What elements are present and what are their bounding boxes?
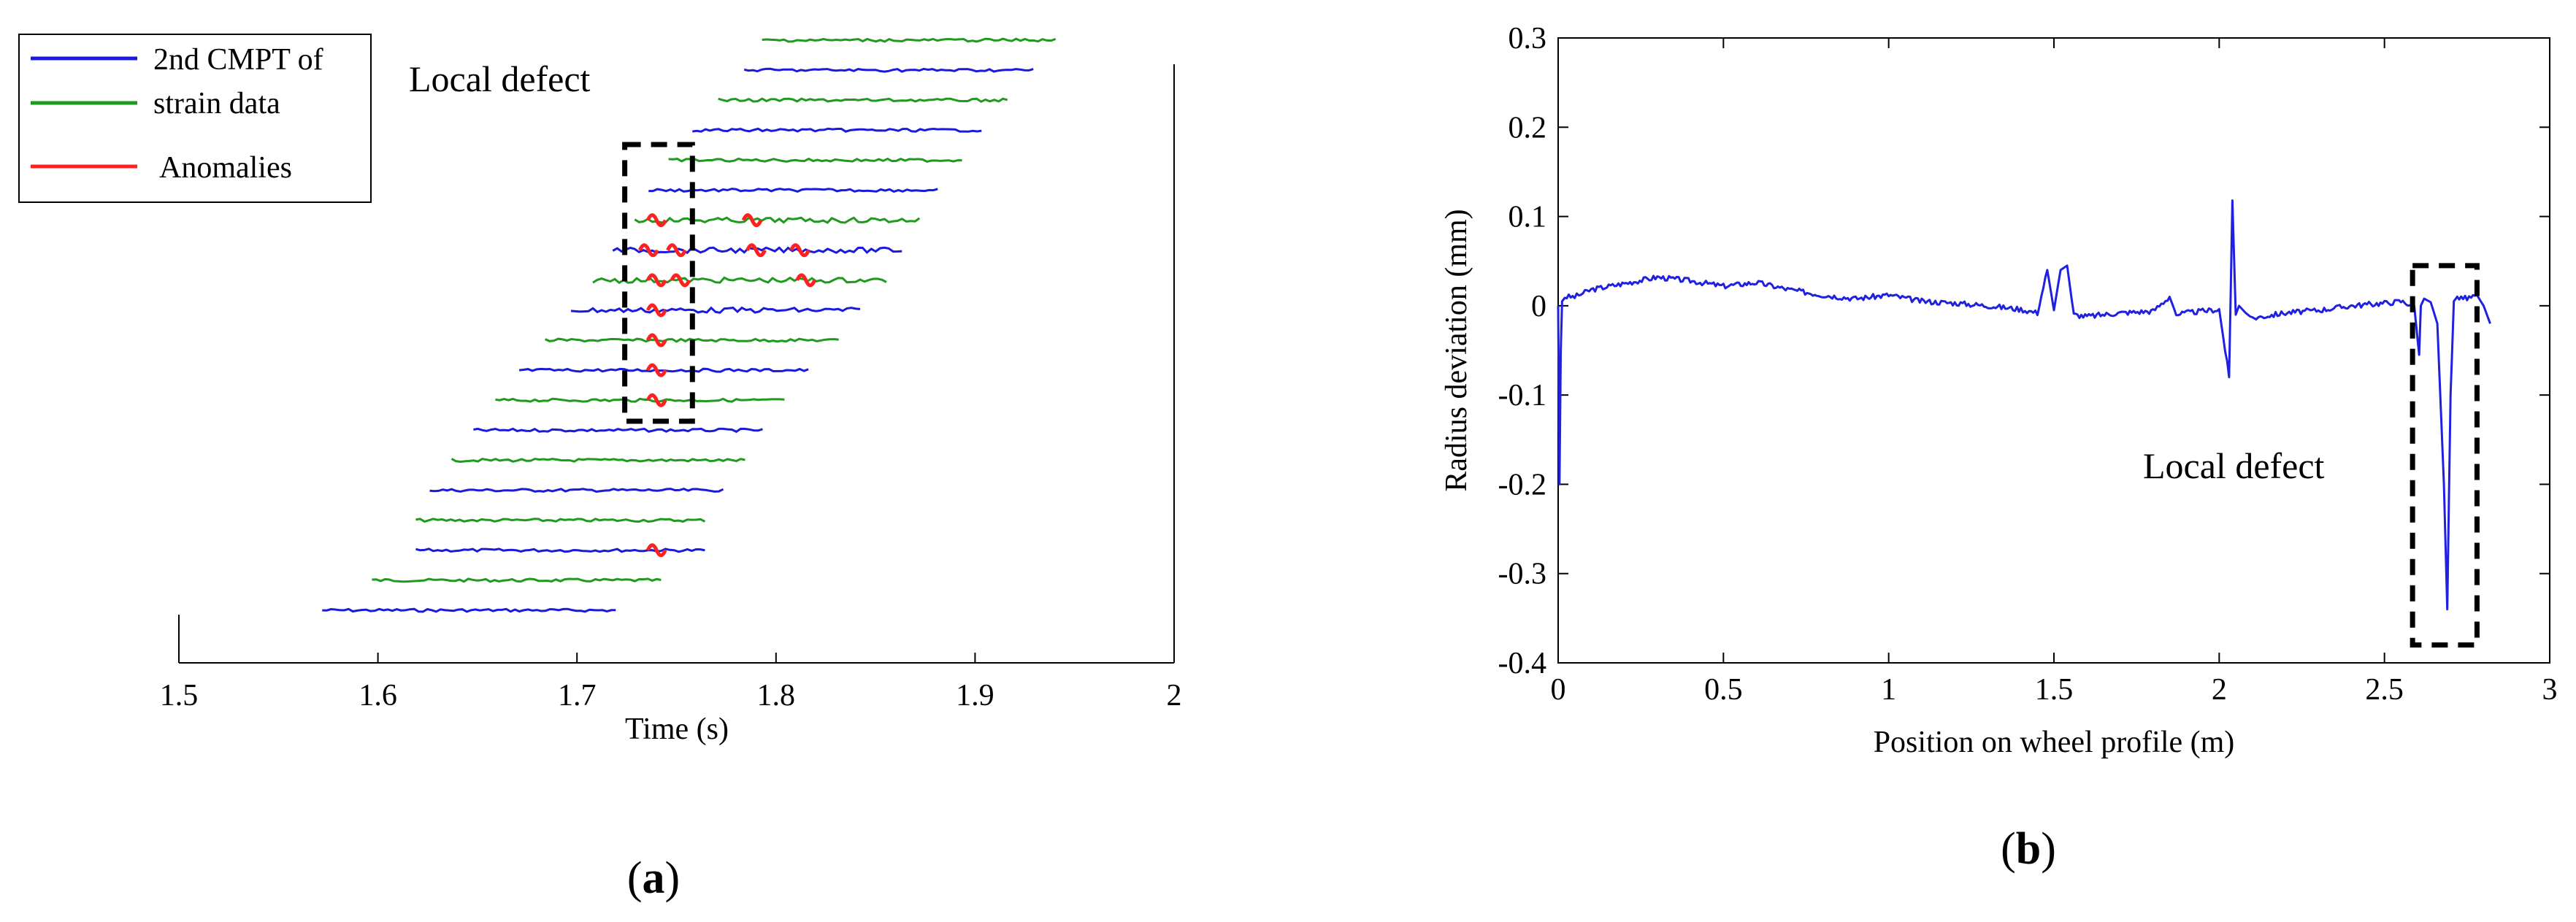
anomaly-mark [745, 243, 767, 258]
x-tick-label-a: 1.6 [359, 679, 397, 712]
trace-cmpt [692, 127, 982, 133]
x-axis-title-b: Position on wheel profile (m) [1874, 726, 2235, 759]
anomaly-mark [638, 243, 659, 258]
y-axis-title-b: Radius deviation (mm) [1440, 209, 1473, 491]
trace-cmpt [473, 427, 763, 434]
panel-label-b: (b) [2001, 824, 2056, 874]
x-tick-label-b: 2.5 [2365, 673, 2404, 707]
x-tick-label-b: 0 [1551, 673, 1566, 707]
y-tick-label-b: 0.3 [1509, 22, 1547, 55]
trace-strain [451, 457, 745, 464]
y-tick-label-b: 0.2 [1509, 111, 1547, 145]
traces-a [322, 37, 1057, 613]
x-ticks-a: 1.5 1.6 1.7 1.8 1.9 2 [160, 653, 1182, 712]
anomaly-mark [666, 243, 687, 258]
anomaly-mark [670, 273, 691, 288]
x-tick-label-a: 1.5 [160, 679, 199, 712]
legend-label-line-2: strain data [153, 87, 280, 120]
trace-strain [592, 276, 887, 285]
radius-deviation-line [1557, 199, 2491, 611]
trace-cmpt [429, 488, 724, 493]
trace-cmpt [612, 246, 902, 255]
x-tick-label-b: 0.5 [1704, 673, 1743, 707]
x-tick-label-b: 2 [2212, 673, 2227, 707]
legend-box [18, 34, 372, 203]
y-tick-label-b: -0.2 [1498, 468, 1547, 502]
x-tick-label-b: 1 [1881, 673, 1896, 707]
trace-strain [718, 97, 1008, 103]
trace-strain [495, 397, 785, 403]
x-tick-label-b: 1.5 [2035, 673, 2074, 707]
anomaly-mark [645, 303, 667, 318]
x-tick-label-b: 3 [2542, 673, 2558, 707]
legend-label-line-1: 2nd CMPT of [153, 43, 323, 77]
anomaly-mark [645, 543, 667, 558]
x-tick-label-a: 2 [1167, 679, 1182, 712]
anomaly-mark [645, 393, 667, 407]
anomaly-mark [645, 363, 667, 377]
legend: 2nd CMPT of strain data Anomalies [18, 34, 372, 203]
x-tick-label-a: 1.9 [956, 679, 994, 712]
trace-strain [634, 216, 921, 224]
trace-cmpt [648, 188, 938, 193]
y-tick-label-b: 0 [1531, 290, 1546, 323]
y-tick-label-b: -0.1 [1498, 379, 1547, 412]
ticks-b: 0 0.5 1 1.5 2 2.5 3 -0.4 -0.3 -0.2 -0.1 0 0.1 0.2 0.3 [1498, 22, 2558, 707]
anomaly-mark [741, 213, 763, 228]
defect-region-box-a [622, 142, 695, 424]
anomaly-mark [789, 243, 810, 258]
plot-frame-b [1557, 37, 2550, 664]
y-tick-label-b: 0.1 [1509, 201, 1547, 234]
trace-strain [544, 337, 839, 343]
anomaly-mark [645, 273, 667, 288]
trace-strain [372, 577, 662, 583]
anomaly-mark [795, 273, 816, 288]
trace-strain [668, 157, 962, 163]
trace-cmpt [415, 548, 705, 553]
panel-a-chart: 2nd CMPT of strain data Anomalies Local … [18, 34, 1182, 903]
trace-cmpt [570, 306, 861, 314]
anomaly-mark [645, 213, 667, 228]
defect-region-box-b [2410, 263, 2480, 648]
x-axis-title-a: Time (s) [625, 712, 729, 746]
anomaly-mark [645, 333, 667, 347]
x-tick-label-a: 1.8 [757, 679, 796, 712]
local-defect-label-b: Local defect [2143, 445, 2325, 486]
y-tick-label-b: -0.4 [1498, 647, 1547, 680]
trace-strain [415, 518, 706, 523]
legend-label-anomalies: Anomalies [159, 151, 292, 185]
trace-cmpt [322, 607, 616, 613]
panel-b-chart: 0 0.5 1 1.5 2 2.5 3-0.4-0.3-0.2-0.100.10.20.3 … [1440, 22, 2558, 874]
y-tick-label-b: -0.3 [1498, 558, 1547, 591]
trace-strain [762, 37, 1057, 43]
x-tick-label-a: 1.7 [558, 679, 597, 712]
panel-label-a: (a) [627, 853, 680, 903]
local-defect-label-a: Local defect [409, 58, 591, 99]
trace-cmpt [743, 67, 1034, 73]
